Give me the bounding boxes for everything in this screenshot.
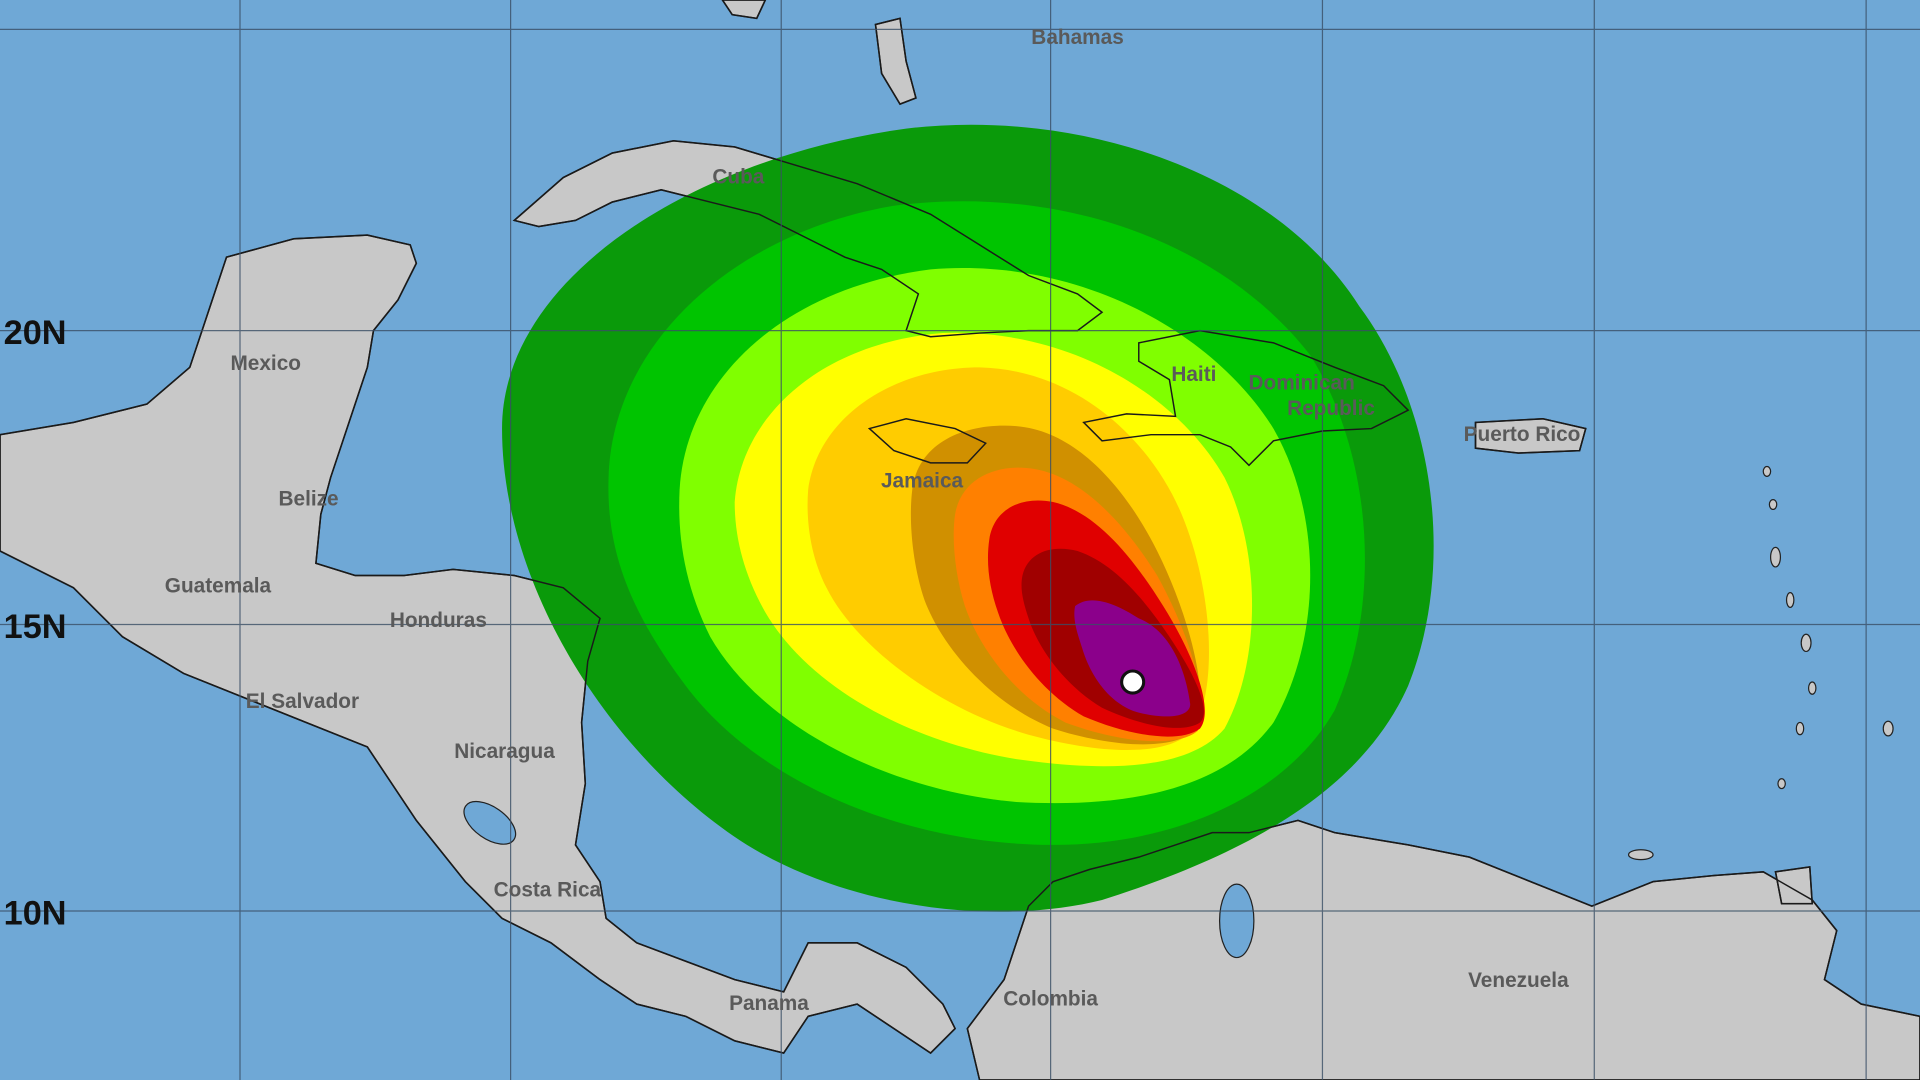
label-dominican-republic-1: Dominican bbox=[1248, 371, 1354, 394]
label-el-salvador: El Salvador bbox=[246, 690, 359, 713]
label-jamaica: Jamaica bbox=[881, 469, 964, 492]
country-labels: Bahamas Cuba Mexico Belize Guatemala Hon… bbox=[165, 26, 1581, 1015]
lake-nicaragua bbox=[463, 800, 517, 845]
label-costa-rica: Costa Rica bbox=[494, 878, 602, 901]
label-guatemala: Guatemala bbox=[165, 575, 272, 598]
label-haiti: Haiti bbox=[1171, 363, 1216, 386]
latitude-labels: 20N 15N 10N bbox=[4, 314, 67, 932]
storm-center-marker-icon bbox=[1120, 669, 1146, 695]
lat-label-10n: 10N bbox=[4, 894, 67, 932]
label-dominican-republic-2: Republic bbox=[1287, 397, 1375, 420]
label-nicaragua: Nicaragua bbox=[454, 740, 555, 763]
label-honduras: Honduras bbox=[390, 609, 487, 632]
label-venezuela: Venezuela bbox=[1468, 969, 1569, 992]
label-bahamas: Bahamas bbox=[1031, 26, 1123, 49]
label-panama: Panama bbox=[729, 992, 809, 1015]
wind-swath bbox=[502, 124, 1434, 912]
lesser-antilles bbox=[1627, 465, 1894, 861]
lat-label-15n: 15N bbox=[4, 608, 67, 646]
lake-maracaibo bbox=[1218, 883, 1255, 959]
lakes bbox=[463, 800, 1255, 959]
swath-band-10 bbox=[1074, 600, 1191, 717]
label-colombia: Colombia bbox=[1003, 987, 1098, 1010]
lat-label-20n: 20N bbox=[4, 314, 67, 352]
label-cuba: Cuba bbox=[712, 166, 764, 189]
label-belize: Belize bbox=[279, 488, 339, 511]
label-mexico: Mexico bbox=[230, 352, 301, 375]
label-puerto-rico: Puerto Rico bbox=[1464, 423, 1581, 446]
